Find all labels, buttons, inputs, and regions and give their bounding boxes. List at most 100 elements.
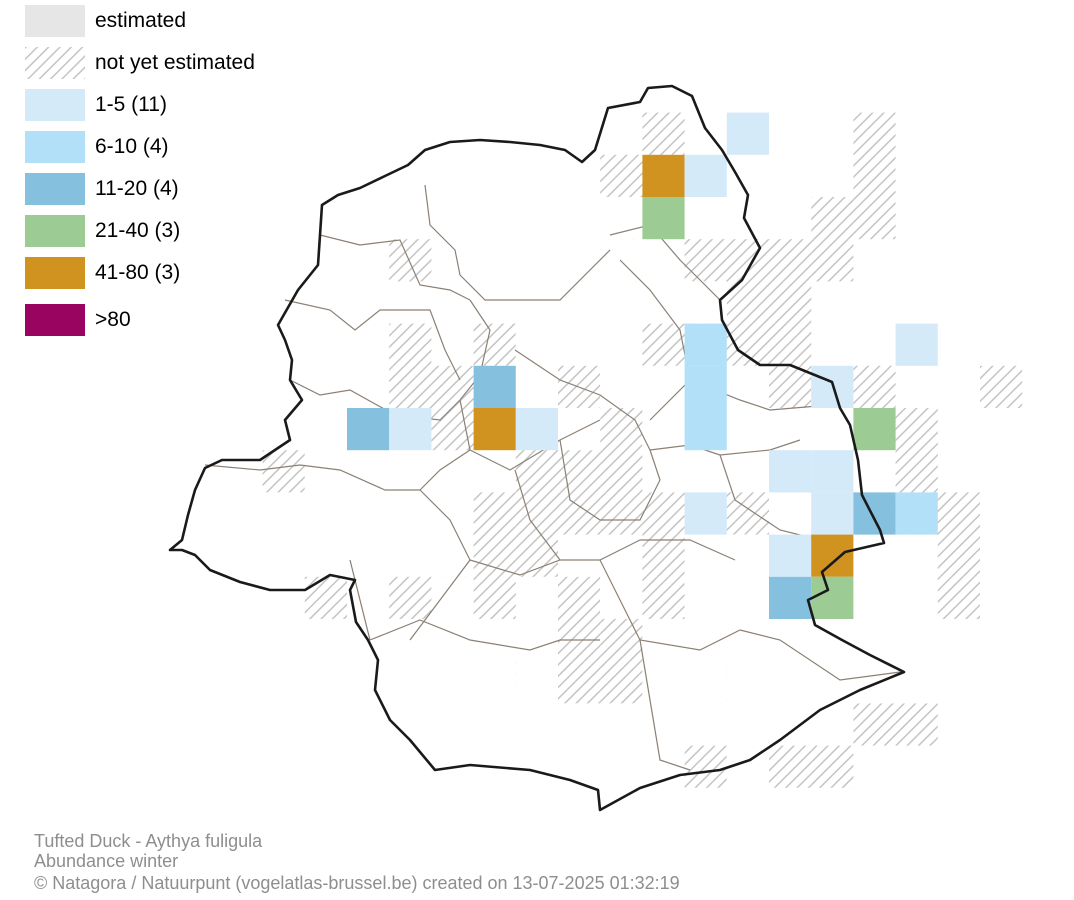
grid-cell-abundance [895, 492, 938, 535]
grid-cell-abundance [347, 408, 390, 451]
grid-cell-estimated [726, 365, 769, 408]
grid-cell-not-yet-estimated [769, 745, 812, 788]
grid-cell-estimated [726, 619, 769, 662]
legend-label: estimated [95, 9, 187, 32]
grid-cell-abundance [515, 408, 558, 451]
grid-cell-estimated [558, 745, 601, 788]
grid-cell-not-yet-estimated [853, 112, 896, 155]
grid-cell-estimated [600, 323, 643, 366]
municipality-boundary [284, 299, 461, 381]
grid-cell-estimated [642, 661, 685, 704]
map-subtitle: Abundance winter [34, 851, 179, 871]
grid-cell-abundance [853, 408, 896, 451]
grid-cell-estimated [853, 661, 896, 704]
grid-cell-not-yet-estimated [642, 576, 685, 619]
grid-cell-not-yet-estimated [726, 323, 769, 366]
grid-cell-estimated [642, 703, 685, 746]
grid-cell-not-yet-estimated [558, 492, 601, 535]
grid-cell-abundance [811, 492, 854, 535]
grid-cell-not-yet-estimated [684, 745, 727, 788]
grid-cell-estimated [642, 619, 685, 662]
grid-cell-estimated [600, 745, 643, 788]
legend-label: 11-20 (4) [95, 177, 179, 200]
municipality-boundary [419, 449, 471, 491]
grid-cell-estimated [853, 576, 896, 619]
legend-swatch [25, 215, 85, 247]
legend-item-not-yet-estimated: not yet estimated [25, 47, 345, 79]
grid-cell-estimated [600, 534, 643, 577]
grid-cell-estimated [895, 619, 938, 662]
region-outline [168, 84, 906, 812]
grid-cell-not-yet-estimated [262, 450, 305, 493]
municipality-boundary [514, 469, 561, 561]
grid-cell-estimated [431, 492, 474, 535]
grid-cell-estimated [684, 576, 727, 619]
legend-item-estimated: estimated [25, 5, 345, 37]
grid-cell-not-yet-estimated [684, 239, 727, 282]
grid-cell-abundance [684, 492, 727, 535]
grid-cell-not-yet-estimated [473, 534, 516, 577]
grid-cell-abundance [769, 450, 812, 493]
grid-cell-estimated [726, 534, 769, 577]
legend-swatch [25, 131, 85, 163]
grid-cell-not-yet-estimated [389, 576, 432, 619]
grid-cell-not-yet-estimated [769, 239, 812, 282]
grid-cell-not-yet-estimated [642, 534, 685, 577]
grid-cell-estimated [558, 408, 601, 451]
municipality-boundary [514, 349, 651, 451]
grid-cell-abundance [642, 197, 685, 240]
grid-cell-estimated [515, 365, 558, 408]
grid-cell-not-yet-estimated [515, 534, 558, 577]
legend-label: 1-5 (11) [95, 93, 167, 116]
grid-cell-not-yet-estimated [558, 576, 601, 619]
grid-cell-estimated [726, 408, 769, 451]
grid-cell-not-yet-estimated [600, 492, 643, 535]
grid-cell-abundance [769, 534, 812, 577]
grid-cell-abundance [389, 408, 432, 451]
legend-item-class-5: 41-80 (3) [25, 257, 345, 289]
grid-cell-not-yet-estimated [937, 534, 980, 577]
grid-cell-not-yet-estimated [600, 619, 643, 662]
grid-cell-abundance [895, 323, 938, 366]
municipality-boundary [204, 464, 420, 491]
grid-cell-estimated [769, 661, 812, 704]
legend-swatch [25, 5, 85, 37]
legend-item-class-6: >80 [25, 304, 345, 336]
municipality-boundary [289, 379, 461, 421]
grid-cell-not-yet-estimated [853, 703, 896, 746]
grid-cell-not-yet-estimated [600, 661, 643, 704]
legend-item-class-3: 11-20 (4) [25, 173, 345, 205]
grid-cell-estimated [684, 534, 727, 577]
abundance-layer [347, 112, 938, 619]
municipality-boundary [459, 399, 601, 471]
grid-cell-estimated [515, 323, 558, 366]
grid-cell-not-yet-estimated [304, 576, 347, 619]
legend-swatch [25, 173, 85, 205]
copyright-credit: © Natagora / Natuurpunt (vogelatlas-brus… [34, 873, 680, 893]
grid-cell-abundance [726, 112, 769, 155]
grid-cell-estimated [642, 281, 685, 324]
grid-cell-not-yet-estimated [600, 450, 643, 493]
municipality-boundary [619, 259, 691, 421]
grid-cell-abundance [811, 450, 854, 493]
grid-cell-not-yet-estimated [600, 408, 643, 451]
grid-cell-not-yet-estimated [558, 450, 601, 493]
grid-cell-estimated [895, 661, 938, 704]
grid-cell-abundance [684, 408, 727, 451]
municipality-boundary [639, 639, 691, 771]
grid-cell-estimated [431, 619, 474, 662]
grid-cell-estimated [642, 450, 685, 493]
grid-cell-estimated [684, 661, 727, 704]
grid-cell-not-yet-estimated [473, 323, 516, 366]
municipality-boundary [459, 299, 491, 401]
grid-cell-not-yet-estimated [895, 408, 938, 451]
municipality-boundaries [204, 184, 901, 771]
grid-cell-not-yet-estimated [473, 576, 516, 619]
grid-cell-not-yet-estimated [642, 323, 685, 366]
grid-cell-not-yet-estimated [389, 239, 432, 282]
grid-cell-estimated [600, 703, 643, 746]
grid-cell-not-yet-estimated [853, 154, 896, 197]
legend-swatch-hatched [25, 47, 85, 79]
municipality-boundary [559, 439, 661, 521]
